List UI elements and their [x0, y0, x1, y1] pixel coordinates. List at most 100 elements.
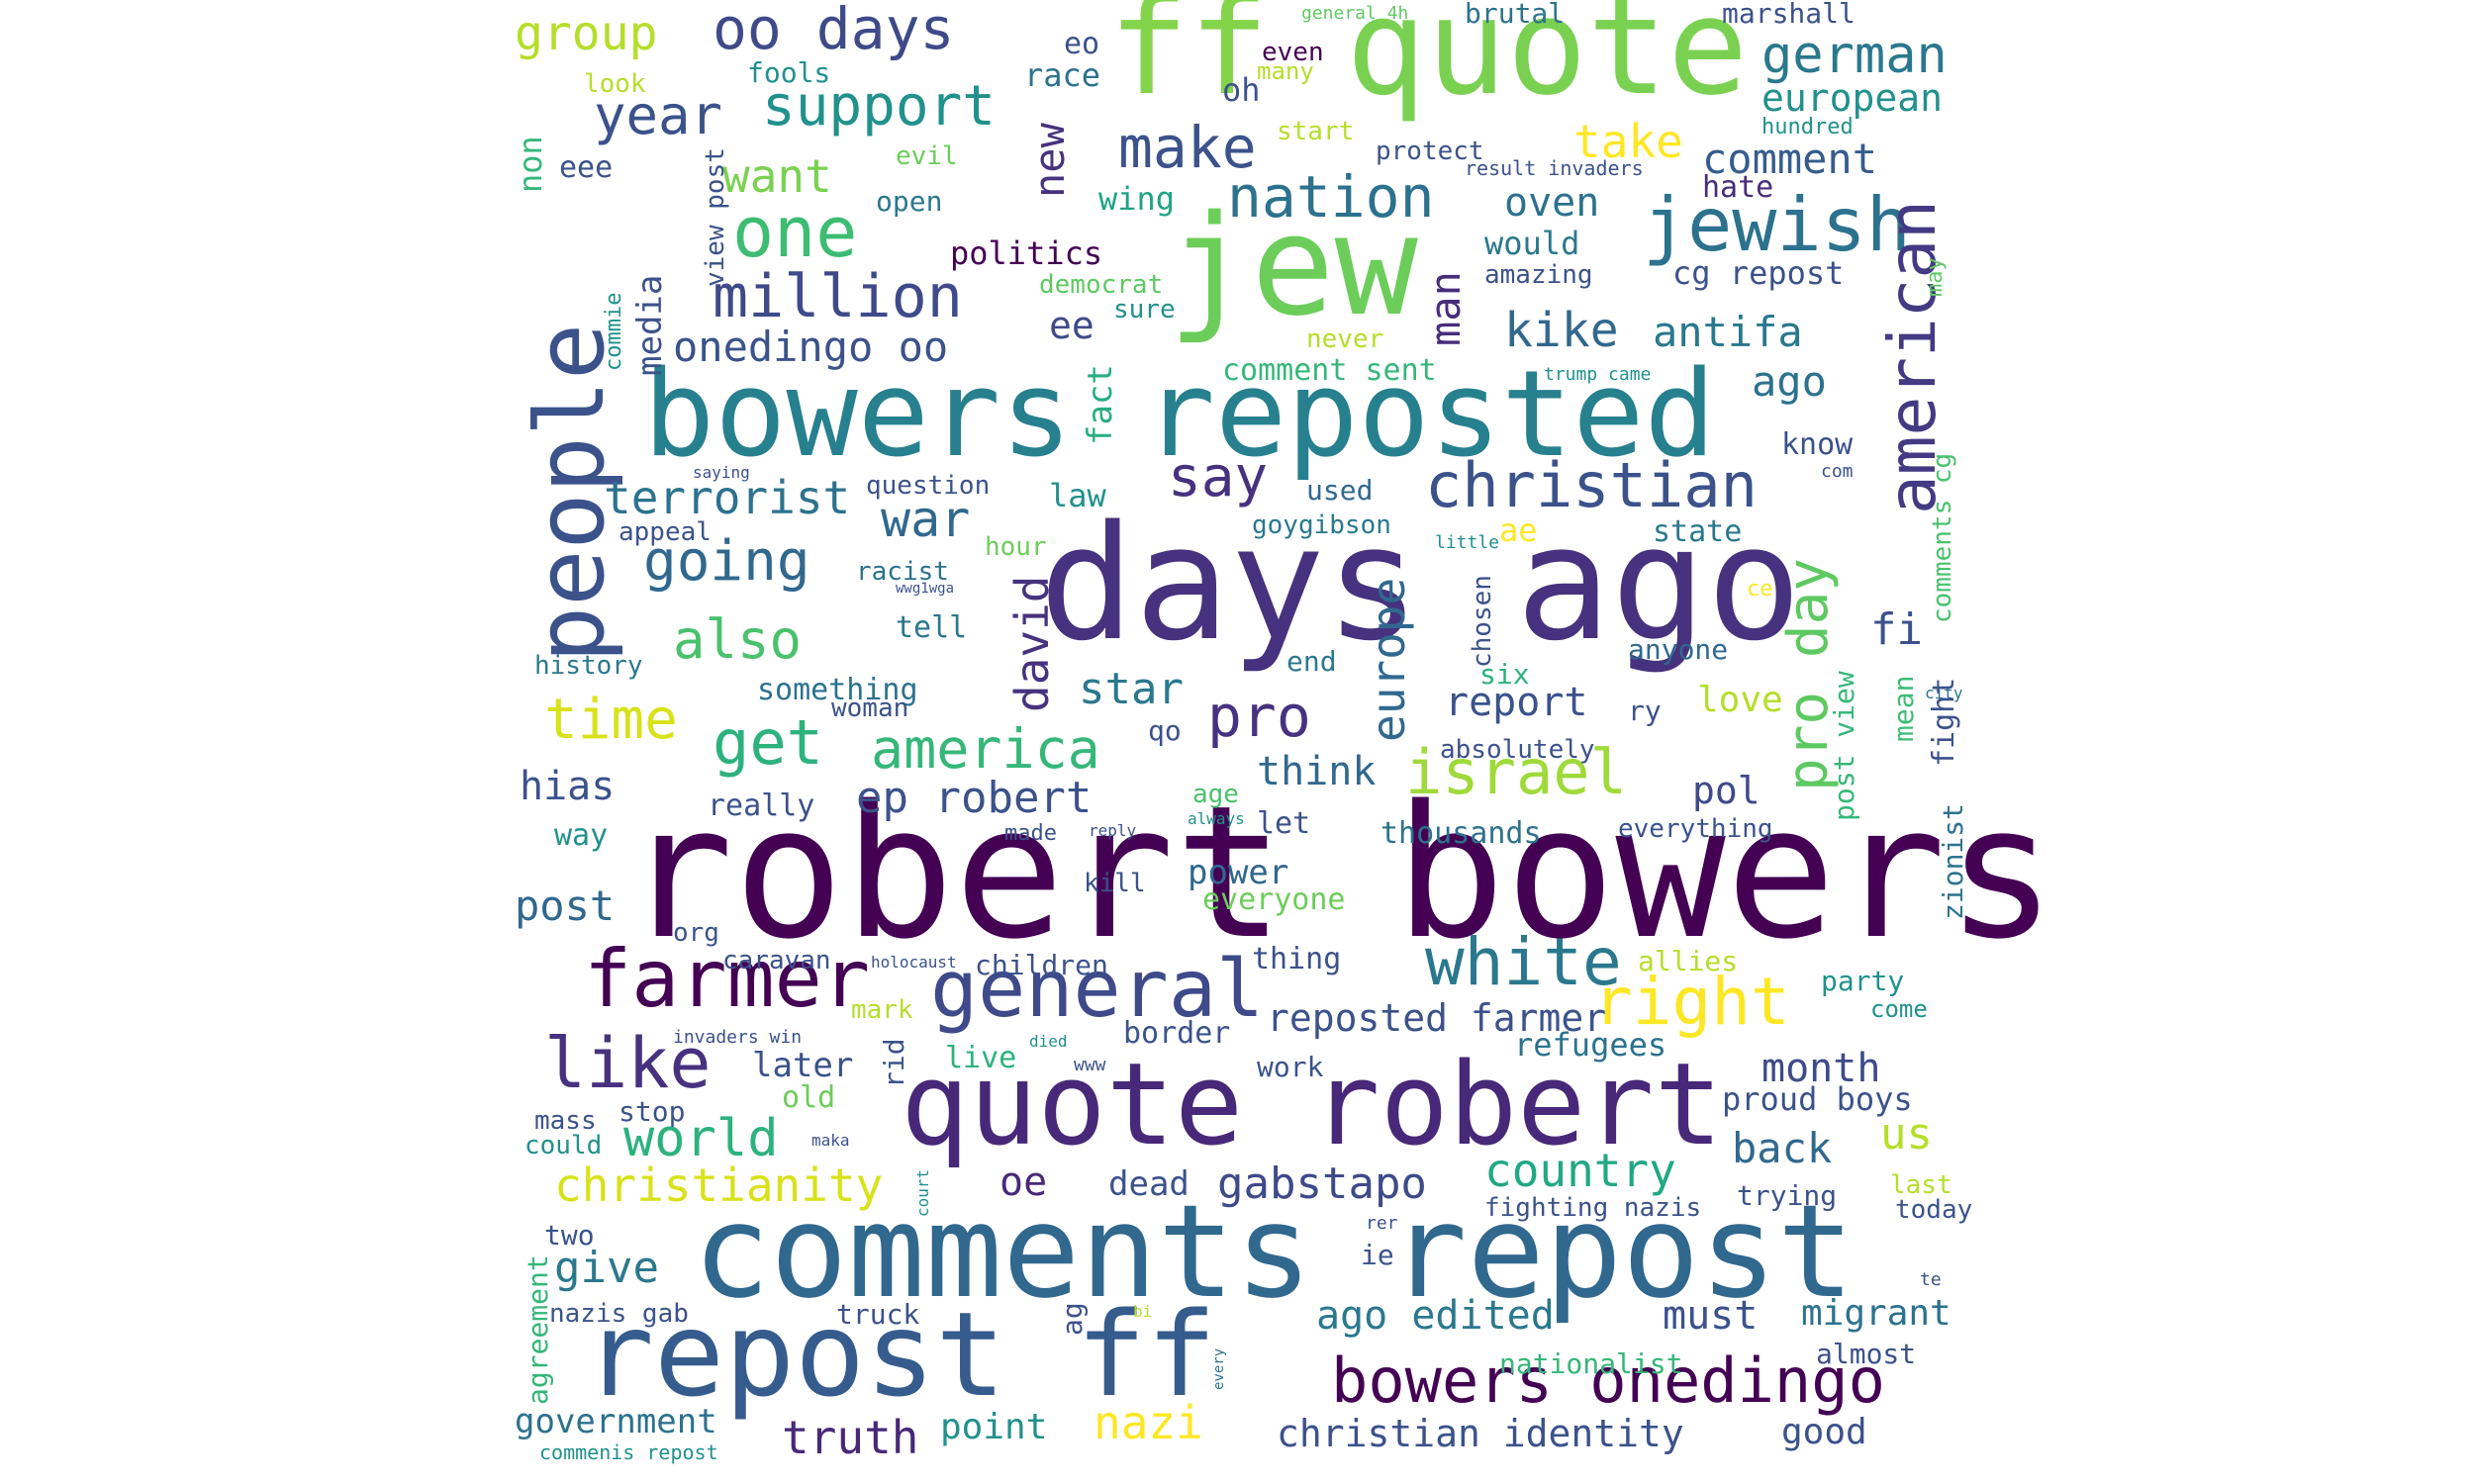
cloud-word: post: [515, 881, 616, 930]
cloud-word: kike: [1504, 303, 1619, 358]
cloud-word: world: [623, 1109, 779, 1168]
cloud-word: man: [1421, 271, 1470, 346]
cloud-word: comments repost: [693, 1176, 1855, 1327]
cloud-word: age: [1192, 780, 1239, 809]
cloud-word: two: [544, 1219, 595, 1252]
cloud-word: million: [713, 262, 963, 331]
cloud-word: make: [1118, 114, 1257, 181]
cloud-word: invaders win: [673, 1027, 803, 1048]
cloud-word: country: [1484, 1144, 1676, 1197]
cloud-word: thing: [1252, 942, 1342, 976]
cloud-word: evil: [896, 141, 958, 171]
cloud-word: brutal: [1465, 0, 1566, 30]
cloud-word: wwg1wga: [896, 581, 955, 597]
cloud-word: white: [1425, 924, 1622, 1000]
cloud-word: truck: [836, 1298, 920, 1331]
cloud-word: bowers onedingo: [1331, 1345, 1885, 1417]
cloud-word: wing: [1098, 180, 1176, 218]
cloud-word: reply: [1089, 821, 1137, 840]
cloud-word: question: [866, 471, 991, 501]
cloud-word: hate: [1702, 170, 1774, 205]
cloud-word: european: [1761, 76, 1944, 120]
cloud-word: eo: [1064, 27, 1100, 61]
cloud-word: point: [940, 1407, 1048, 1447]
cloud-word: comment: [1702, 135, 1878, 183]
cloud-word: truth: [782, 1411, 919, 1464]
cloud-word: group: [515, 6, 658, 61]
cloud-word: new: [1025, 123, 1074, 198]
cloud-word: even: [1262, 38, 1324, 67]
cloud-word: history: [534, 651, 643, 681]
cloud-word: jewish: [1643, 181, 1911, 268]
cloud-word: migrant: [1801, 1293, 1951, 1334]
cloud-word: fight: [1927, 677, 1961, 767]
cloud-word: david: [1005, 575, 1059, 712]
cloud-word: commie: [602, 292, 626, 371]
cloud-word: appeal: [618, 517, 712, 547]
cloud-word: back: [1732, 1124, 1833, 1172]
cloud-word: little: [1435, 532, 1500, 553]
cloud-word: ry: [1628, 695, 1662, 727]
cloud-word: report: [1445, 680, 1588, 725]
cloud-word: nazi: [1094, 1396, 1203, 1449]
cloud-word: zionist: [1937, 802, 1969, 920]
cloud-word: open: [876, 185, 943, 218]
cloud-word: made: [1004, 821, 1057, 846]
cloud-word: nation: [1227, 163, 1435, 231]
cloud-word: work: [1257, 1051, 1324, 1083]
cloud-word: get: [713, 706, 823, 779]
cloud-word: time: [544, 688, 678, 752]
cloud-word: oh: [1222, 71, 1261, 109]
cloud-word: must: [1663, 1293, 1759, 1339]
cloud-word: agreement: [522, 1254, 554, 1405]
cloud-word: fighting nazis: [1484, 1193, 1702, 1223]
cloud-word: goygibson: [1252, 510, 1391, 540]
cloud-word: christian identity: [1277, 1412, 1684, 1455]
cloud-word: law: [1049, 477, 1106, 514]
cloud-word: start: [1277, 117, 1355, 146]
cloud-word: state: [1653, 514, 1743, 549]
cloud-word: every: [1211, 1347, 1227, 1390]
cloud-word: pol: [1692, 769, 1760, 812]
cloud-word: te: [1920, 1269, 1942, 1290]
word-cloud: robert bowers days ago comments repost quot…: [512, 0, 2056, 1484]
cloud-word: ago edited: [1316, 1293, 1555, 1339]
cloud-word: live: [945, 1041, 1017, 1075]
cloud-word: media: [630, 274, 670, 376]
cloud-word: way: [554, 818, 609, 853]
cloud-word: also: [673, 608, 803, 671]
cloud-word: nationalist: [1499, 1347, 1683, 1380]
cloud-word: party: [1821, 965, 1905, 997]
cloud-word: could: [524, 1131, 603, 1160]
cloud-word: fact: [1081, 364, 1120, 445]
cloud-word: marshall: [1722, 0, 1856, 30]
cloud-word: mark: [851, 995, 913, 1025]
cloud-word: ie: [1361, 1239, 1394, 1271]
cloud-word: rer: [1366, 1213, 1398, 1234]
cloud-word: hour: [985, 532, 1047, 562]
cloud-word: ce: [1747, 577, 1773, 602]
cloud-word: today: [1895, 1195, 1973, 1225]
cloud-word: always: [1188, 809, 1245, 828]
cloud-word: mass: [534, 1106, 597, 1136]
cloud-word: thousands: [1380, 816, 1542, 851]
cloud-word: think: [1257, 749, 1377, 794]
cloud-word: absolutely: [1440, 735, 1595, 765]
cloud-word: oven: [1504, 180, 1600, 226]
cloud-word: saying: [693, 463, 750, 482]
cloud-word: qo: [1148, 714, 1182, 747]
cloud-word: hias: [520, 764, 616, 809]
cloud-word: quote robert: [901, 1039, 1723, 1171]
cloud-word: farmer: [584, 933, 870, 1025]
cloud-word: good: [1781, 1412, 1867, 1452]
cloud-word: christianity: [554, 1159, 884, 1212]
cloud-word: ff: [1108, 0, 1270, 125]
cloud-word: oe: [999, 1159, 1048, 1205]
cloud-word: look: [584, 69, 646, 99]
cloud-word: america: [871, 717, 1100, 781]
cloud-word: end: [1286, 645, 1337, 678]
cloud-word: comment sent: [1222, 353, 1437, 388]
cloud-word: maka: [811, 1131, 850, 1150]
cloud-word: star: [1079, 664, 1184, 714]
cloud-word: almost: [1816, 1338, 1917, 1370]
